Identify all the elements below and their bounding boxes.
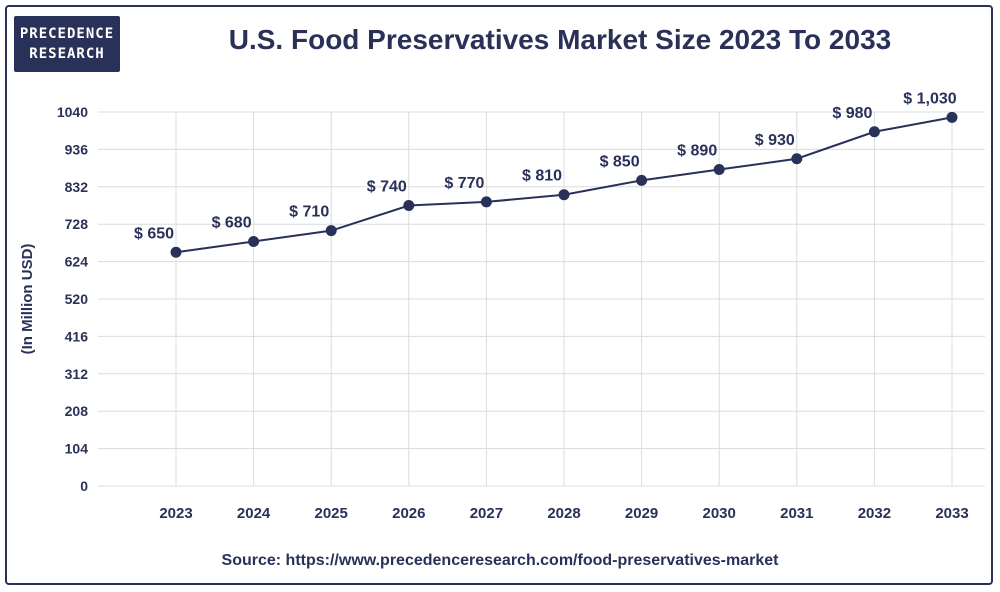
x-tick-label: 2028 <box>547 505 580 522</box>
data-label: $ 810 <box>522 168 562 185</box>
y-tick-label: 1040 <box>57 104 88 120</box>
data-label: $ 1,030 <box>903 90 956 107</box>
y-tick-label: 208 <box>65 403 89 419</box>
x-tick-label: 2026 <box>392 505 425 522</box>
source-text: Source: https://www.precedenceresearch.c… <box>221 552 779 569</box>
y-tick-label: 624 <box>65 254 89 270</box>
data-point <box>868 126 880 138</box>
x-tick-label: 2032 <box>858 505 891 522</box>
precedence-research-logo: PRECEDENCE RESEARCH <box>14 16 120 72</box>
data-label: $ 710 <box>289 204 329 221</box>
data-point <box>248 235 260 247</box>
data-label: $ 850 <box>600 153 640 170</box>
data-point <box>636 174 648 186</box>
x-tick-label: 2027 <box>470 505 503 522</box>
data-point <box>325 225 337 237</box>
x-tick-label: 2030 <box>703 505 736 522</box>
data-point <box>170 246 182 258</box>
x-tick-label: 2031 <box>780 505 813 522</box>
x-tick-label: 2025 <box>315 505 348 522</box>
y-tick-label: 104 <box>65 441 89 457</box>
y-tick-label: 832 <box>65 179 89 195</box>
logo-line-2: RESEARCH <box>29 46 105 62</box>
logo-line-1: PRECEDENCE <box>19 26 115 42</box>
data-point <box>558 189 570 201</box>
data-label: $ 650 <box>134 225 174 242</box>
x-tick-label: 2023 <box>159 505 192 522</box>
x-tick-label: 2033 <box>935 505 968 522</box>
y-axis-label: (In Million USD) <box>19 244 36 355</box>
y-tick-label: 0 <box>80 478 88 494</box>
data-point <box>480 196 492 208</box>
y-tick-label: 520 <box>65 291 89 307</box>
data-label: $ 740 <box>367 179 407 196</box>
x-tick-label: 2024 <box>237 505 271 522</box>
y-tick-label: 312 <box>65 366 89 382</box>
data-point <box>791 153 803 165</box>
y-tick-label: 416 <box>65 328 89 344</box>
data-label: $ 680 <box>212 214 252 231</box>
y-tick-label: 728 <box>65 216 89 232</box>
data-label: $ 770 <box>444 175 484 192</box>
data-point <box>403 200 415 211</box>
chart-frame <box>5 5 993 585</box>
data-label: $ 980 <box>832 105 872 122</box>
data-point <box>946 111 958 123</box>
data-label: $ 930 <box>755 132 795 149</box>
data-point <box>713 164 725 176</box>
x-tick-label: 2029 <box>625 505 658 522</box>
y-tick-label: 936 <box>65 141 89 157</box>
chart-title: U.S. Food Preservatives Market Size 2023… <box>228 24 892 55</box>
data-label: $ 890 <box>677 143 717 160</box>
